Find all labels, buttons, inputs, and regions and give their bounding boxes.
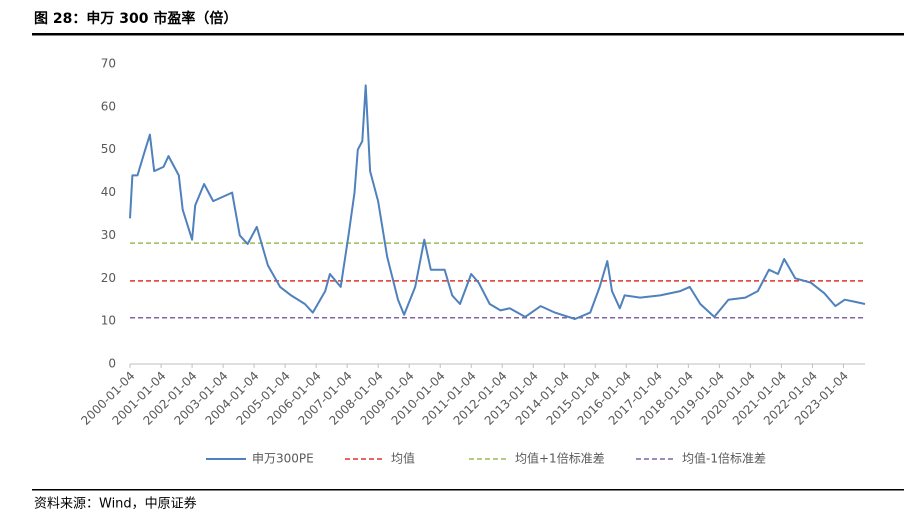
legend-label: 申万300PE (252, 452, 314, 466)
y-tick-label: 0 (108, 357, 116, 371)
y-tick-label: 30 (101, 228, 116, 242)
title-rule (32, 33, 904, 36)
source-note: 资料来源：Wind，中原证券 (34, 496, 197, 512)
legend-label: 均值+1倍标准差 (515, 451, 605, 466)
legend-label: 均值 (391, 451, 415, 466)
y-tick-label: 70 (101, 57, 116, 71)
y-tick-label: 50 (101, 142, 116, 156)
y-tick-label: 20 (101, 271, 116, 285)
y-tick-label: 40 (101, 185, 116, 199)
y-tick-label: 60 (101, 99, 116, 113)
footer-rule (32, 489, 904, 491)
pe-line (129, 84, 866, 320)
legend-label: 均值-1倍标准差 (682, 451, 766, 466)
y-tick-label: 10 (101, 314, 116, 328)
chart-title: 图 28：申万 300 市盈率（倍） (34, 10, 237, 27)
